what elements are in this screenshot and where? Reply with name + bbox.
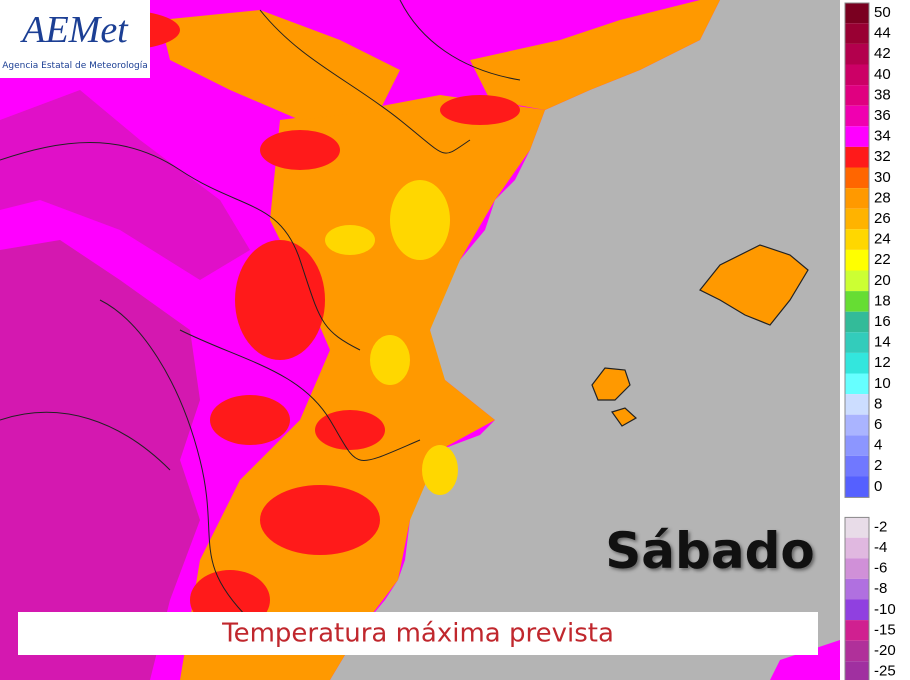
legend-label: 36 — [874, 107, 891, 124]
legend-swatch — [845, 270, 869, 292]
legend-swatch — [845, 537, 869, 559]
legend-label: 40 — [874, 66, 891, 83]
legend-swatch — [845, 578, 869, 600]
legend-label: 44 — [874, 25, 891, 42]
legend-label: 32 — [874, 148, 891, 165]
legend-label: -20 — [874, 642, 896, 659]
legend-swatch — [845, 394, 869, 415]
legend-swatch — [845, 352, 869, 374]
legend-swatch — [845, 558, 869, 579]
day-label: Sábado — [605, 522, 814, 580]
mild-patches — [325, 180, 458, 495]
legend-label: 28 — [874, 189, 891, 206]
legend-label: 0 — [874, 478, 882, 495]
legend-label: 38 — [874, 86, 891, 103]
legend-swatch — [845, 291, 869, 312]
legend-swatch — [845, 455, 869, 477]
legend-swatch — [845, 332, 869, 353]
legend-label: -8 — [874, 580, 887, 597]
caption: Temperatura máxima prevista — [221, 619, 614, 649]
legend-swatch — [845, 146, 869, 168]
legend-swatch — [845, 661, 869, 680]
islands — [591, 244, 809, 427]
borders — [0, 0, 521, 621]
legend-label: 16 — [874, 313, 891, 330]
hot-interior — [0, 240, 200, 680]
legend-swatch — [845, 373, 869, 395]
caption-box — [18, 612, 818, 655]
legend-swatch — [845, 64, 869, 86]
legend-swatch — [845, 23, 869, 44]
legend-label: -25 — [874, 663, 896, 680]
legend-label: 8 — [874, 395, 882, 412]
legend-swatch — [845, 2, 869, 24]
legend-label: 50 — [874, 4, 891, 21]
hot-interior — [0, 90, 250, 280]
warm-northeast — [470, 0, 720, 110]
legend-swatch — [845, 188, 869, 209]
legend-label: 14 — [874, 334, 891, 351]
legend-label: 6 — [874, 416, 882, 433]
legend-label: 18 — [874, 292, 891, 309]
legend-label: 22 — [874, 251, 891, 268]
legend-label: 42 — [874, 45, 891, 62]
legend-swatch — [845, 229, 869, 250]
legend-label: -2 — [874, 518, 887, 535]
legend-swatch — [845, 249, 869, 271]
legend-label: 4 — [874, 437, 882, 454]
legend-swatch — [845, 517, 869, 538]
warm-north — [160, 10, 400, 120]
legend-swatch — [845, 620, 869, 641]
legend-label: -6 — [874, 560, 887, 577]
legend-frame — [844, 516, 870, 680]
legend: 5044424038363432302826242220181614121086… — [844, 2, 896, 680]
legend-swatch — [845, 208, 869, 230]
legend-swatch — [845, 476, 869, 498]
legend-label: -10 — [874, 601, 896, 618]
legend-swatch — [845, 435, 869, 456]
legend-label: -15 — [874, 621, 896, 638]
legend-swatch — [845, 311, 869, 333]
legend-label: -4 — [874, 539, 887, 556]
legend-label: 30 — [874, 169, 891, 186]
legend-swatch — [845, 640, 869, 662]
logo-title: AEMet — [19, 9, 129, 51]
legend-swatch — [845, 599, 869, 621]
legend-swatch — [845, 85, 869, 106]
legend-label: 12 — [874, 354, 891, 371]
legend-frame — [844, 2, 870, 498]
legend-swatch — [845, 414, 869, 436]
land — [770, 640, 840, 680]
legend-label: 2 — [874, 457, 882, 474]
legend-label: 34 — [874, 128, 891, 145]
legend-label: 24 — [874, 231, 891, 248]
legend-label: 10 — [874, 375, 891, 392]
legend-label: 20 — [874, 272, 891, 289]
logo-subtitle: Agencia Estatal de Meteorología — [2, 61, 148, 71]
legend-swatch — [845, 167, 869, 189]
legend-label: 26 — [874, 210, 891, 227]
legend-swatch — [845, 105, 869, 127]
legend-swatch — [845, 126, 869, 147]
legend-swatch — [845, 43, 869, 65]
logo-box — [0, 0, 150, 78]
